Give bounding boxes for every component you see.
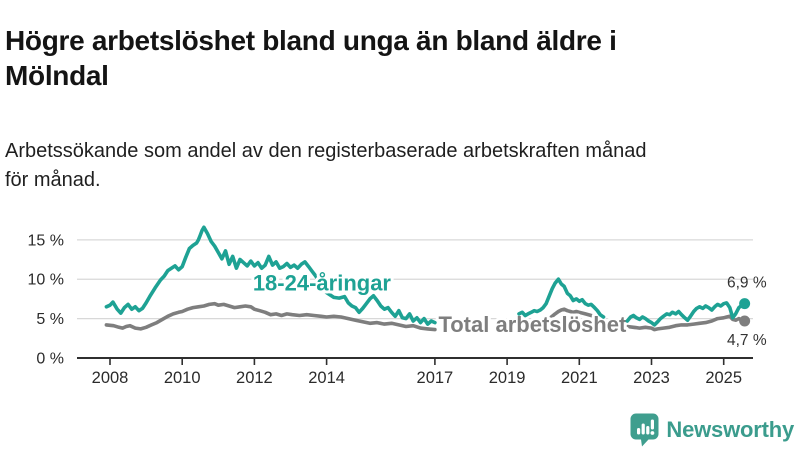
series-line-0-segment-2 bbox=[625, 301, 747, 327]
x-tick-label-2017: 2017 bbox=[417, 369, 454, 387]
x-tick-label-2010: 2010 bbox=[164, 369, 201, 387]
newsworthy-speech-bubble-bar-chart-icon bbox=[630, 413, 659, 447]
chart-subtitle-line-2: för månad. bbox=[5, 169, 101, 191]
unemployment-line-chart: 0 % 5 % 10 % 15 % Total arbetslöshet 4,7 % 18-… bbox=[0, 210, 800, 402]
chart-title-line-1: Högre arbetslöshet bland unga än bland ä… bbox=[5, 24, 617, 56]
series-line-0-segment-1 bbox=[517, 277, 606, 319]
y-tick-label-15: 15 % bbox=[28, 232, 64, 249]
series-line-1-segment-0 bbox=[104, 301, 437, 332]
series-inline-label-1: Total arbetslöshet bbox=[438, 312, 627, 337]
y-tick-label-5: 5 % bbox=[36, 311, 64, 328]
series-end-value-label-0: 6,9 % bbox=[727, 275, 767, 292]
newsworthy-logo: Newsworthy bbox=[630, 413, 794, 447]
series-end-dot-1 bbox=[739, 315, 751, 327]
y-tick-label-10: 10 % bbox=[28, 272, 64, 289]
chart-canvas: 0 % 5 % 10 % 15 % Total arbetslöshet 4,7 % 18-… bbox=[28, 225, 767, 387]
x-tick-label-2014: 2014 bbox=[308, 369, 345, 387]
x-tick-label-2021: 2021 bbox=[561, 369, 598, 387]
x-tick-label-2008: 2008 bbox=[92, 369, 129, 387]
x-tick-label-2012: 2012 bbox=[236, 369, 273, 387]
chart-subtitle-line-1: Arbetssökande som andel av den registerb… bbox=[5, 140, 647, 162]
series-line-0-segment-0 bbox=[104, 225, 437, 326]
chart-title-line-2: Mölndal bbox=[5, 59, 109, 91]
x-tick-label-2025: 2025 bbox=[705, 369, 742, 387]
series-end-dot-0 bbox=[739, 298, 751, 310]
newsworthy-wordmark: Newsworthy bbox=[666, 417, 794, 442]
chart-title: Högre arbetslöshet bland unga än bland ä… bbox=[5, 23, 785, 93]
x-tick-label-2023: 2023 bbox=[633, 369, 670, 387]
chart-subtitle: Arbetssökande som andel av den registerb… bbox=[5, 137, 790, 195]
series-inline-label-0: 18-24-åringar bbox=[253, 270, 392, 295]
x-tick-label-2019: 2019 bbox=[489, 369, 526, 387]
y-tick-label-0: 0 % bbox=[36, 351, 64, 368]
series-line-1-segment-1 bbox=[517, 307, 606, 327]
series-end-value-label-1: 4,7 % bbox=[727, 332, 767, 349]
